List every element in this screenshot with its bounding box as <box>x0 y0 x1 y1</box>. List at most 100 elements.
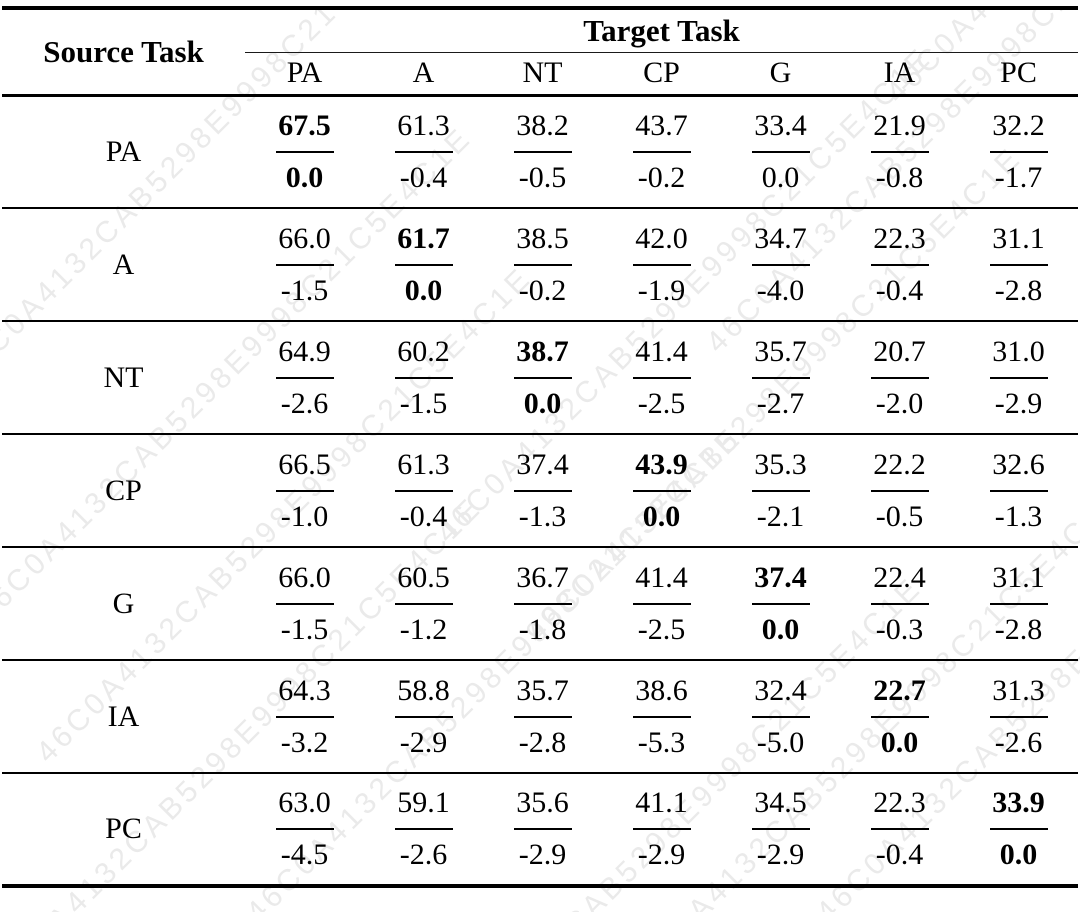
score-cell: 41.1 -2.9 <box>602 773 721 886</box>
score-cell: 38.6 -5.3 <box>602 660 721 774</box>
delta-score: -1.5 <box>280 612 329 646</box>
table-row-pc: PC 63.0 -4.5 59.1 -2.6 35.6 -2.9 41.1 -2.9 3… <box>2 773 1078 886</box>
fraction-bar <box>275 376 334 379</box>
delta-score: -2.5 <box>637 612 686 646</box>
delta-score: -0.5 <box>518 160 567 194</box>
score-cell: 35.7 -2.7 <box>721 321 840 435</box>
source-task-header: Source Task <box>2 8 245 97</box>
table-row-g: G 66.0 -1.5 60.5 -1.2 36.7 -1.8 41.4 -2.5 37… <box>2 547 1078 661</box>
delta-score: -0.2 <box>518 273 567 307</box>
score-cell: 37.4 0.0 <box>721 547 840 661</box>
delta-score: -1.2 <box>399 612 448 646</box>
transfer-score: 31.1 <box>992 560 1045 594</box>
delta-score: -4.5 <box>280 838 329 871</box>
transfer-score: 37.4 <box>516 447 569 481</box>
transfer-score: 42.0 <box>635 221 688 255</box>
row-label: G <box>2 547 245 661</box>
transfer-score: 38.6 <box>635 673 688 707</box>
transfer-score: 38.2 <box>516 108 569 142</box>
transfer-score: 21.9 <box>873 108 926 142</box>
transfer-score: 43.7 <box>635 108 688 142</box>
delta-score: -4.0 <box>756 273 805 307</box>
transfer-score: 61.3 <box>397 447 450 481</box>
fraction-bar <box>513 376 572 379</box>
delta-score: 0.0 <box>285 160 324 194</box>
score-cell: 60.2 -1.5 <box>364 321 483 435</box>
score-cell: 21.9 -0.8 <box>840 95 959 209</box>
score-cell: 38.5 -0.2 <box>483 208 602 322</box>
score-cell: 43.7 -0.2 <box>602 95 721 209</box>
fraction-bar <box>275 715 334 718</box>
transfer-score: 35.3 <box>754 447 807 481</box>
score-cell: 22.2 -0.5 <box>840 434 959 548</box>
transfer-score: 31.1 <box>992 221 1045 255</box>
score-cell: 61.7 0.0 <box>364 208 483 322</box>
transfer-score: 35.7 <box>754 334 807 368</box>
delta-score: -5.3 <box>637 725 686 759</box>
score-cell: 36.7 -1.8 <box>483 547 602 661</box>
transfer-score: 22.2 <box>873 447 926 481</box>
transfer-score: 22.7 <box>873 673 926 707</box>
transfer-score: 38.5 <box>516 221 569 255</box>
table-row-a: A 66.0 -1.5 61.7 0.0 38.5 -0.2 42.0 -1.9 34.… <box>2 208 1078 322</box>
delta-score: -2.9 <box>637 838 686 871</box>
fraction-bar <box>870 489 929 492</box>
fraction-bar <box>870 263 929 266</box>
transfer-score: 66.5 <box>278 447 331 481</box>
score-cell: 63.0 -4.5 <box>245 773 364 886</box>
table-row-ia: IA 64.3 -3.2 58.8 -2.9 35.7 -2.8 38.6 -5.3 3… <box>2 660 1078 774</box>
fraction-bar <box>394 602 453 605</box>
transfer-results-table: Source Task Target Task PA A NT CP G IA … <box>2 6 1078 888</box>
fraction-bar <box>751 489 810 492</box>
fraction-bar <box>870 602 929 605</box>
delta-score: -2.9 <box>994 386 1043 420</box>
transfer-score: 60.5 <box>397 560 450 594</box>
fraction-bar <box>394 376 453 379</box>
column-header-pc: PC <box>959 52 1078 97</box>
transfer-score: 59.1 <box>397 786 450 819</box>
score-cell: 64.9 -2.6 <box>245 321 364 435</box>
delta-score: -1.3 <box>994 499 1043 533</box>
delta-score: -2.7 <box>756 386 805 420</box>
transfer-score: 31.3 <box>992 673 1045 707</box>
transfer-score: 64.3 <box>278 673 331 707</box>
fraction-bar <box>989 602 1048 605</box>
fraction-bar <box>751 263 810 266</box>
table-row-pa: PA 67.5 0.0 61.3 -0.4 38.2 -0.5 43.7 -0.2 33… <box>2 95 1078 209</box>
column-header-g: G <box>721 52 840 97</box>
transfer-score: 38.7 <box>516 334 569 368</box>
transfer-score: 41.1 <box>635 786 688 819</box>
score-cell: 34.5 -2.9 <box>721 773 840 886</box>
delta-score: -2.6 <box>994 725 1043 759</box>
column-header-cp: CP <box>602 52 721 97</box>
fraction-bar <box>632 828 691 830</box>
fraction-bar <box>275 602 334 605</box>
transfer-score: 32.2 <box>992 108 1045 142</box>
fraction-bar <box>989 150 1048 153</box>
score-cell: 61.3 -0.4 <box>364 95 483 209</box>
delta-score: -1.9 <box>637 273 686 307</box>
score-cell: 66.5 -1.0 <box>245 434 364 548</box>
score-cell: 67.5 0.0 <box>245 95 364 209</box>
delta-score: 0.0 <box>761 612 800 646</box>
score-cell: 59.1 -2.6 <box>364 773 483 886</box>
delta-score: 0.0 <box>642 499 681 533</box>
fraction-bar <box>870 150 929 153</box>
fraction-bar <box>751 828 810 830</box>
fraction-bar <box>989 715 1048 718</box>
delta-score: -0.4 <box>875 838 924 871</box>
delta-score: -2.9 <box>518 838 567 871</box>
score-cell: 31.3 -2.6 <box>959 660 1078 774</box>
fraction-bar <box>632 489 691 492</box>
score-cell: 64.3 -3.2 <box>245 660 364 774</box>
score-cell: 38.2 -0.5 <box>483 95 602 209</box>
transfer-score: 35.6 <box>516 786 569 819</box>
delta-score: -0.2 <box>637 160 686 194</box>
fraction-bar <box>989 263 1048 266</box>
fraction-bar <box>513 150 572 153</box>
row-label: CP <box>2 434 245 548</box>
delta-score: -1.8 <box>518 612 567 646</box>
fraction-bar <box>394 489 453 492</box>
fraction-bar <box>870 715 929 718</box>
delta-score: -0.4 <box>875 273 924 307</box>
